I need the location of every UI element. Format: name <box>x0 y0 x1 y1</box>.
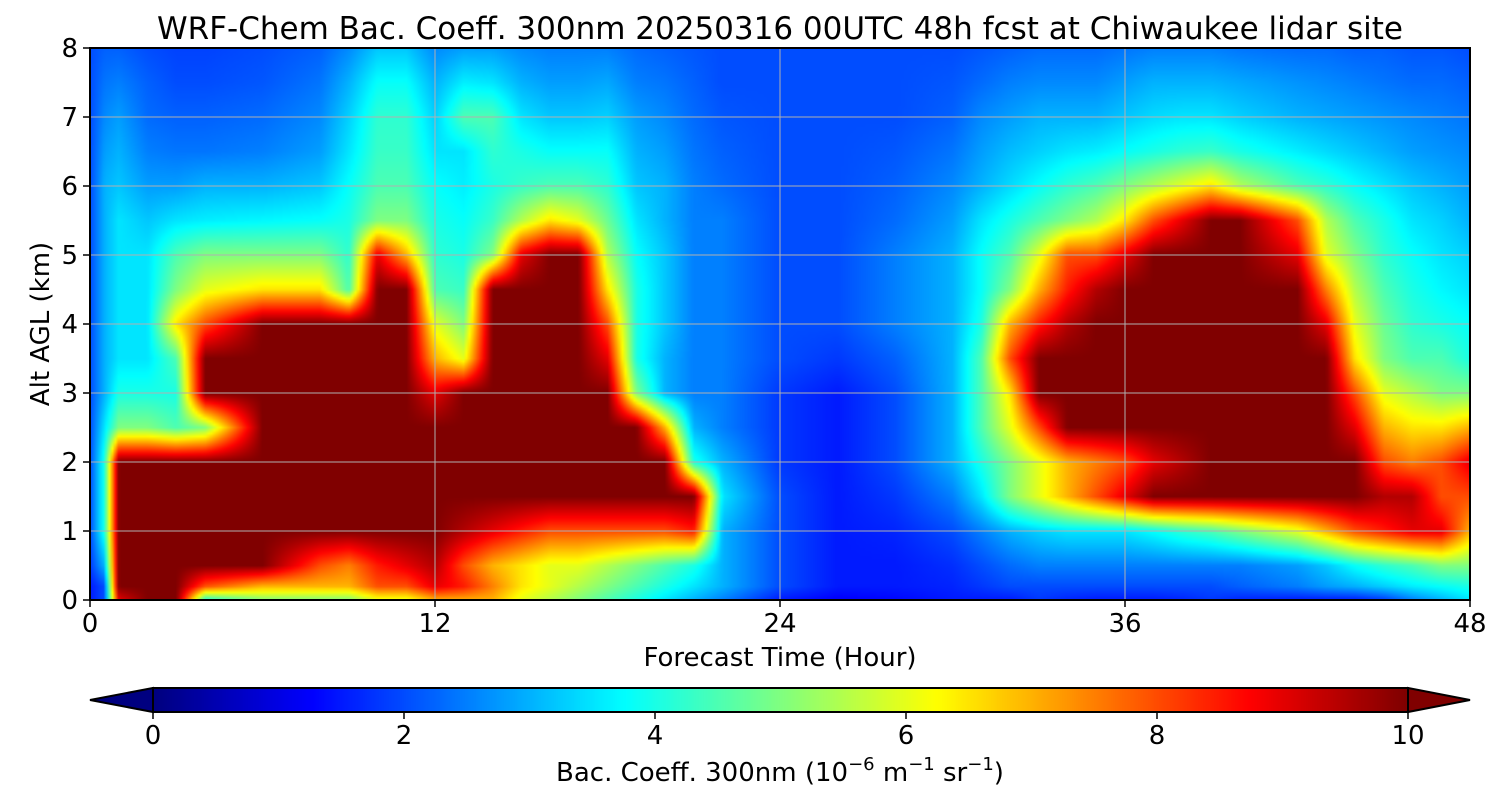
x-tick-label: 24 <box>763 609 796 639</box>
y-axis-label: Alt AGL (km) <box>26 242 56 406</box>
colorbar-tick-label: 6 <box>898 721 915 751</box>
y-tick-label: 5 <box>61 241 78 271</box>
y-tick-label: 7 <box>61 103 78 133</box>
colorbar-tick-label: 8 <box>1149 721 1166 751</box>
colorbar-gradient <box>153 688 1408 712</box>
y-axis-ticks: 0 1 2 3 4 5 6 7 8 <box>61 34 90 616</box>
colorbar-tick-label: 0 <box>145 721 162 751</box>
y-tick-label: 8 <box>61 34 78 64</box>
x-tick-label: 36 <box>1108 609 1141 639</box>
y-tick-label: 6 <box>61 172 78 202</box>
y-tick-label: 1 <box>61 517 78 547</box>
colorbar-ticks: 0 2 4 6 8 10 <box>145 712 1425 751</box>
colorbar-min-extension <box>89 686 154 714</box>
y-tick-label: 0 <box>61 586 78 616</box>
colorbar-tick-label: 10 <box>1391 721 1424 751</box>
x-axis-label: Forecast Time (Hour) <box>643 643 916 673</box>
colorbar: 0 2 4 6 8 10 <box>89 686 1471 751</box>
colorbar-tick-label: 4 <box>647 721 664 751</box>
x-tick-label: 0 <box>82 609 99 639</box>
colorbar-frame <box>152 687 1409 713</box>
colorbar-max-extension <box>1407 686 1471 714</box>
colorbar-tick-label: 2 <box>396 721 413 751</box>
y-tick-label: 4 <box>61 310 78 340</box>
x-axis-ticks: 0 12 24 36 48 <box>82 600 1487 639</box>
chart-title: WRF-Chem Bac. Coeff. 300nm 20250316 00UT… <box>157 11 1403 47</box>
colorbar-label: Bac. Coeff. 300nm (10−6 m−1 sr−1) <box>556 754 1004 788</box>
y-tick-label: 2 <box>61 448 78 478</box>
x-tick-label: 12 <box>418 609 451 639</box>
x-tick-label: 48 <box>1453 609 1486 639</box>
y-tick-label: 3 <box>61 379 78 409</box>
